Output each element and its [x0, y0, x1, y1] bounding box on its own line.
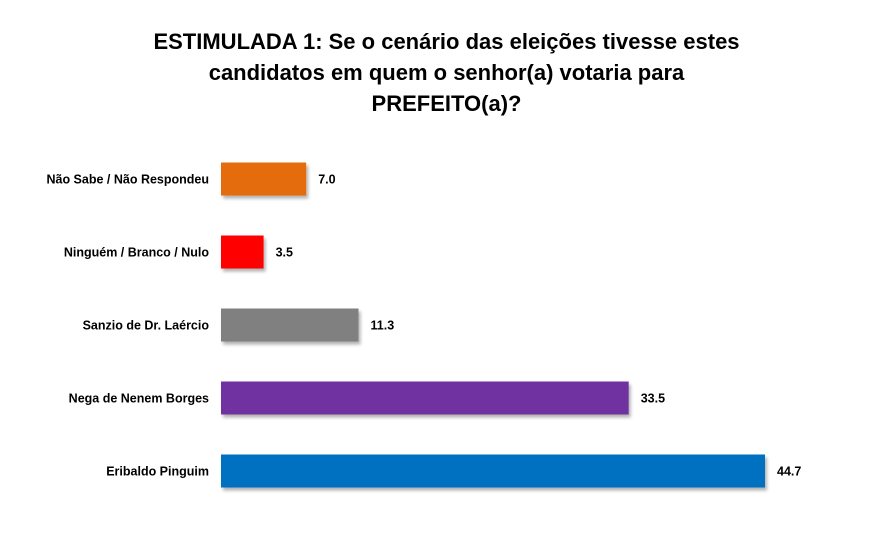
chart-title-line-1: ESTIMULADA 1: Se o cenário das eleições … — [153, 29, 740, 54]
value-label-eribaldo-pinguim: 44.7 — [777, 465, 801, 479]
bar-sanzio-de-dr-laercio — [221, 308, 359, 342]
chart-title-line-3: PREFEITO(a)? — [371, 91, 522, 116]
category-label-nao-sabe-nao-respondeu: Não Sabe / Não Respondeu — [46, 173, 209, 187]
value-label-ninguem-branco-nulo: 3.5 — [276, 246, 293, 260]
value-label-nega-de-nenem-borges: 33.5 — [641, 392, 665, 406]
category-label-sanzio-de-dr-laercio: Sanzio de Dr. Laércio — [83, 319, 210, 333]
bar-nao-sabe-nao-respondeu — [221, 162, 307, 196]
category-label-eribaldo-pinguim: Eribaldo Pinguim — [106, 465, 209, 479]
bars-group: Não Sabe / Não Respondeu 7.0 Ninguém / Bra… — [46, 162, 801, 488]
chart-title: ESTIMULADA 1: Se o cenário das eleições … — [0, 26, 893, 119]
category-label-nega-de-nenem-borges: Nega de Nenem Borges — [69, 392, 209, 406]
category-label-ninguem-branco-nulo: Ninguém / Branco / Nulo — [64, 246, 210, 260]
chart-title-line-2: candidatos em quem o senhor(a) votaria p… — [208, 60, 685, 85]
bar-nega-de-nenem-borges — [221, 381, 629, 415]
bar-eribaldo-pinguim — [221, 454, 765, 488]
value-label-nao-sabe-nao-respondeu: 7.0 — [318, 173, 335, 187]
bar-ninguem-branco-nulo — [221, 235, 264, 269]
value-label-sanzio-de-dr-laercio: 11.3 — [371, 319, 395, 333]
